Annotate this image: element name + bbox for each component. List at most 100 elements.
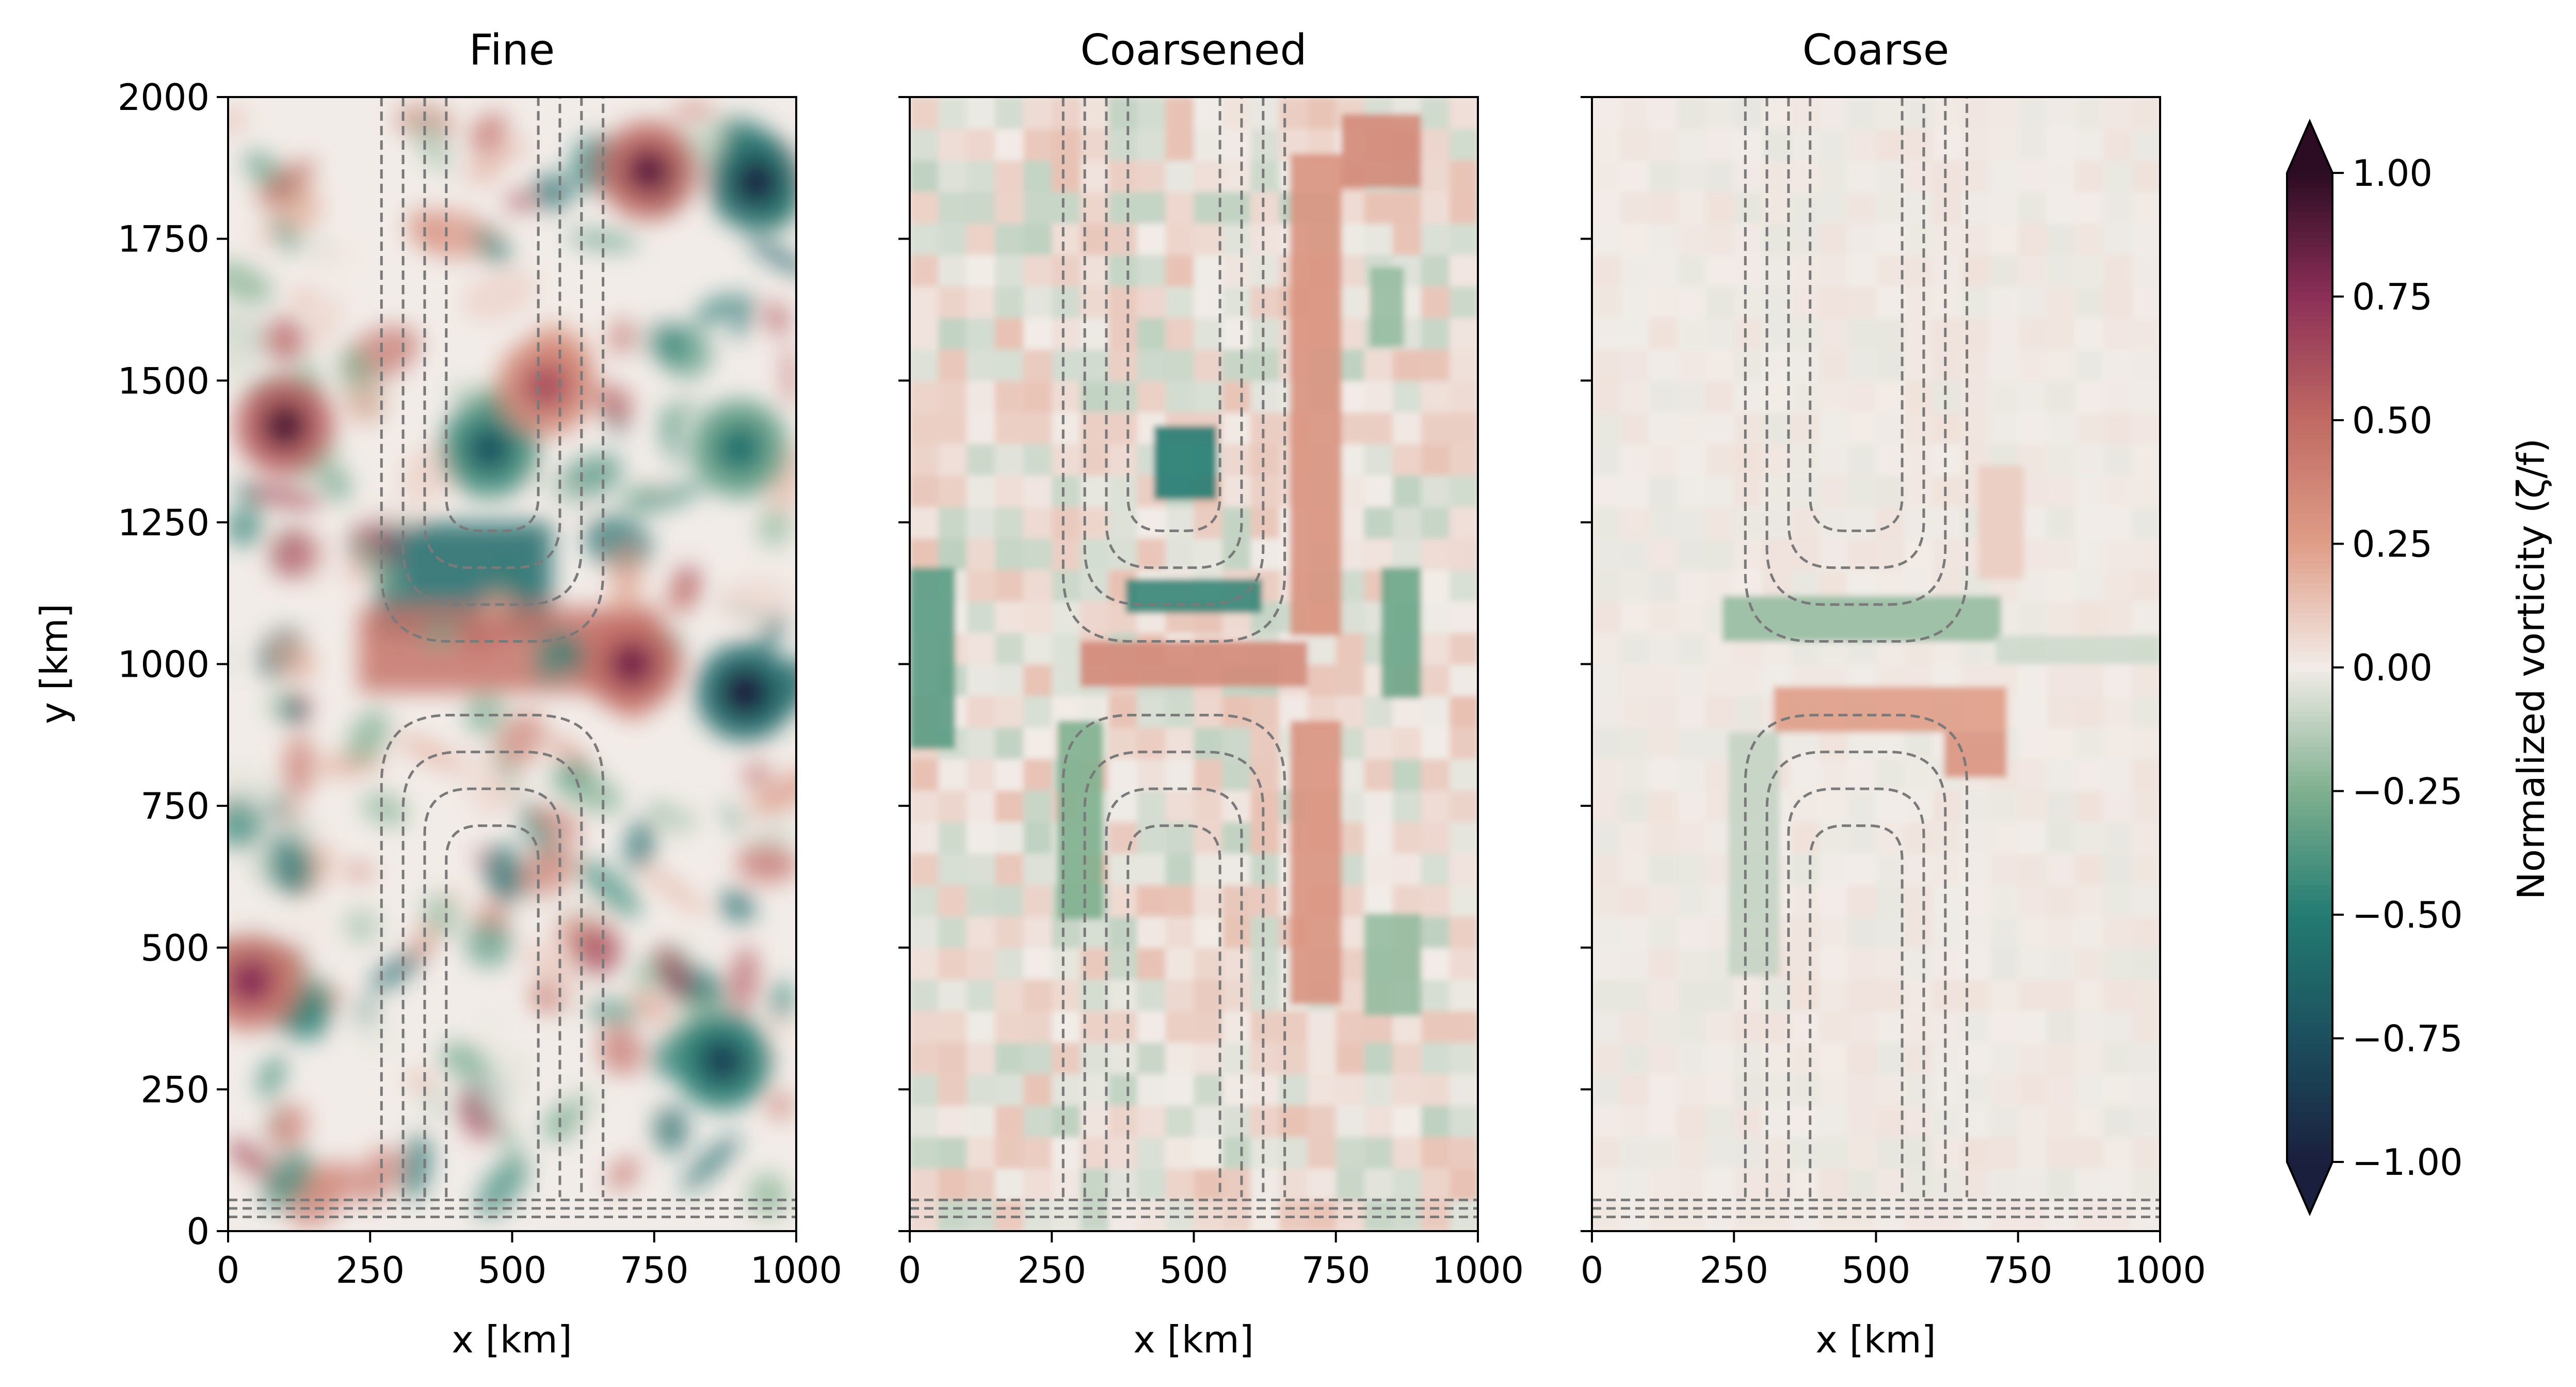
grid-cell xyxy=(1933,1010,1962,1043)
grid-cell xyxy=(1904,1073,1934,1106)
grid-cell xyxy=(1137,538,1166,570)
grid-cell xyxy=(1933,223,1962,256)
grid-cell xyxy=(1392,380,1422,413)
colorbar-segment xyxy=(2287,504,2332,510)
grid-cell xyxy=(1592,632,1621,665)
grid-cell xyxy=(1847,475,1877,507)
colorbar-segment xyxy=(2287,840,2332,846)
x-tick-label: 0 xyxy=(217,1249,240,1292)
grid-cell xyxy=(967,947,996,980)
colorbar-segment xyxy=(2287,1142,2332,1148)
grid-cell xyxy=(967,349,996,381)
grid-cell xyxy=(938,1042,968,1074)
colorbar-segment xyxy=(2287,494,2332,500)
grid-cell xyxy=(1449,695,1478,728)
grid-cell xyxy=(995,695,1024,728)
grid-cell xyxy=(1222,317,1251,350)
grid-cell xyxy=(1165,916,1195,948)
colorbar-segment xyxy=(2287,242,2332,248)
grid-cell xyxy=(1592,601,1621,633)
grid-cell xyxy=(1165,538,1195,570)
colorbar-segment xyxy=(2287,1127,2332,1133)
grid-cell xyxy=(1052,1136,1081,1169)
colorbar-segment xyxy=(2287,296,2332,302)
grid-cell xyxy=(1989,254,2019,287)
grid-cell xyxy=(1677,538,1706,570)
grid-cell xyxy=(1677,129,1706,161)
grid-cell xyxy=(1847,947,1877,980)
grid-cell xyxy=(1791,916,1820,948)
grid-cell xyxy=(1194,884,1223,917)
colorbar-segment xyxy=(2287,964,2332,970)
grid-cell xyxy=(1649,1136,1678,1169)
grid-cell xyxy=(1250,790,1280,822)
fine-filament xyxy=(749,770,796,817)
colorbar-segment xyxy=(2287,514,2332,520)
grid-cell xyxy=(1592,192,1621,224)
grid-cell xyxy=(1222,1168,1251,1200)
contour-lower xyxy=(1105,787,1243,1198)
colorbar-segment xyxy=(2287,984,2332,990)
grid-cell xyxy=(2074,1136,2104,1169)
grid-cell xyxy=(910,884,939,917)
grid-cell xyxy=(1165,129,1195,161)
grid-cell xyxy=(2074,758,2104,791)
grid-cell xyxy=(1677,380,1706,413)
grid-cell xyxy=(1137,506,1166,539)
fine-filament xyxy=(748,1173,788,1218)
grid-cell xyxy=(1933,853,1962,885)
grid-cell xyxy=(2018,286,2047,318)
fine-filament xyxy=(496,1117,522,1163)
grid-cell xyxy=(967,475,996,507)
grid-cell xyxy=(2131,506,2160,539)
grid-cell xyxy=(1734,349,1763,381)
grid-cell xyxy=(1819,916,1848,948)
grid-cell xyxy=(2103,97,2132,130)
grid-cell xyxy=(1421,727,1450,759)
grid-cell xyxy=(1705,538,1735,570)
grid-cell xyxy=(1989,790,2019,822)
grid-cell xyxy=(2046,1105,2075,1137)
colorbar-segment xyxy=(2287,553,2332,560)
grid-cell xyxy=(1052,129,1081,161)
grid-cell xyxy=(1165,97,1195,130)
grid-cell xyxy=(1194,1010,1223,1043)
y-tick-label: 250 xyxy=(140,1069,210,1111)
grid-cell xyxy=(1250,380,1280,413)
grid-cell xyxy=(1335,664,1365,696)
grid-cell xyxy=(1250,286,1280,318)
fine-filament xyxy=(256,159,316,209)
grid-cell xyxy=(1649,569,1678,602)
colorbar-segment xyxy=(2287,415,2332,421)
grid-cell xyxy=(1847,254,1877,287)
grid-cell xyxy=(1677,286,1706,318)
grid-cell xyxy=(1620,443,1650,476)
grid-cell xyxy=(2074,569,2104,602)
grid-cell xyxy=(1421,1199,1450,1231)
fine-filament xyxy=(625,819,655,871)
grid-cell xyxy=(1904,349,1934,381)
grid-cell xyxy=(2074,443,2104,476)
grid-cell xyxy=(1734,97,1763,130)
grid-cell xyxy=(1279,1168,1308,1200)
grid-cell xyxy=(1023,506,1053,539)
grid-cell xyxy=(1989,1199,2019,1231)
grid-cell xyxy=(2074,1073,2104,1106)
grid-cell xyxy=(995,758,1024,791)
colorbar-segment xyxy=(2287,1067,2332,1074)
colorbar-tick-label: 1.00 xyxy=(2352,152,2433,195)
grid-cell xyxy=(2018,916,2047,948)
grid-cell xyxy=(2018,664,2047,696)
grid-cell xyxy=(1847,1199,1877,1231)
grid-cell xyxy=(1705,443,1735,476)
grid-cell xyxy=(1250,223,1280,256)
grid-cell xyxy=(1392,538,1422,570)
grid-cell xyxy=(2103,129,2132,161)
fine-filament xyxy=(272,217,299,255)
colorbar-segment xyxy=(2287,850,2332,856)
fine-filament xyxy=(524,468,590,514)
grid-cell xyxy=(1620,129,1650,161)
grid-cell xyxy=(1108,223,1138,256)
contour-upper xyxy=(401,97,583,606)
